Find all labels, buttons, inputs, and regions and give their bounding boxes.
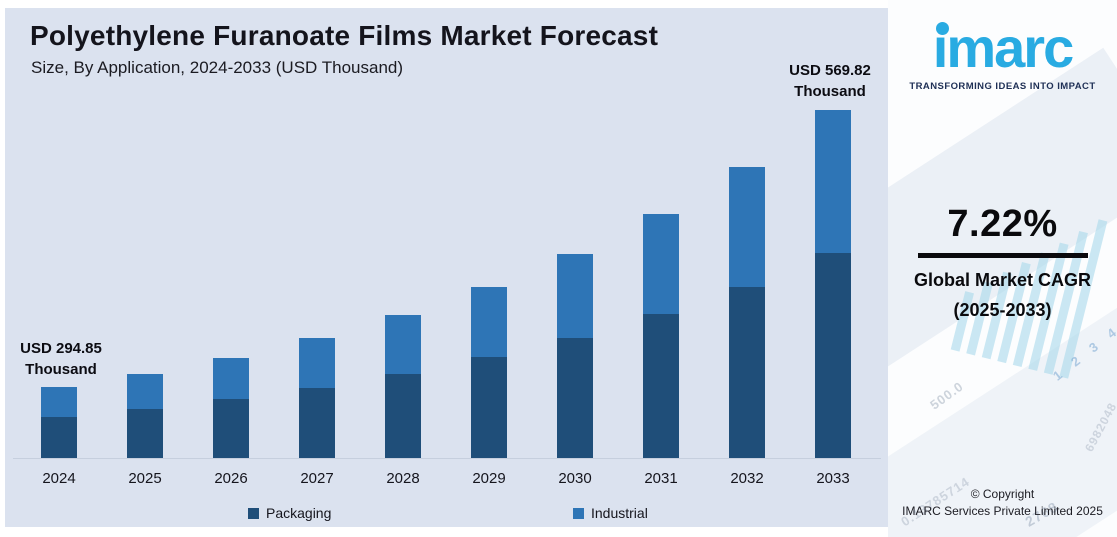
bar-2026-packaging-segment [213, 399, 249, 458]
bar-2032 [729, 167, 765, 458]
bar-2025 [127, 374, 163, 458]
bar-2032-industrial-segment [729, 167, 765, 287]
bar-2025-industrial-segment [127, 374, 163, 409]
bar-2027-industrial-segment [299, 338, 335, 388]
value-annotation-2024-line2: Thousand [25, 361, 97, 378]
cagr-label: Global Market CAGR [913, 270, 1092, 290]
x-axis-label-2027: 2027 [300, 470, 334, 487]
cagr-underline [917, 253, 1088, 258]
logo-dot-icon [935, 22, 949, 35]
chart-panel: Polyethylene Furanoate Films Market Fore… [5, 8, 888, 527]
legend-item-packaging: Packaging [248, 505, 331, 521]
logo-text: ımarc [932, 16, 1074, 79]
bar-2029-industrial-segment [471, 287, 507, 357]
bar-2025-packaging-segment [127, 409, 163, 458]
legend-swatch-packaging [248, 507, 259, 519]
watermark-text: 500.0 [927, 378, 967, 413]
x-axis-label-2026: 2026 [214, 470, 248, 487]
bar-2028-packaging-segment [385, 374, 421, 458]
value-annotation-2024: USD 294.85 Thousand [1, 338, 121, 380]
bar-2032-packaging-segment [729, 287, 765, 458]
bar-2024-industrial-segment [41, 387, 77, 417]
copyright-line2: IMARC Services Private Limited 2025 [902, 504, 1103, 518]
bar-2031 [643, 214, 679, 458]
bar-2024 [41, 387, 77, 458]
x-axis-label-2030: 2030 [558, 470, 592, 487]
bar-2028 [385, 315, 421, 458]
legend-swatch-industrial [573, 507, 584, 519]
cagr-block: 7.22% Global Market CAGR (2025-2033) [888, 203, 1117, 321]
value-annotation-2033-line1: USD 569.82 [789, 62, 871, 79]
bar-2033 [815, 110, 851, 458]
brand-sidebar: ımarc TRANSFORMING IDEAS INTO IMPACT 7.2… [888, 0, 1117, 537]
bar-2027 [299, 338, 335, 458]
x-axis-label-2025: 2025 [128, 470, 162, 487]
bar-2030-packaging-segment [557, 338, 593, 458]
bar-2031-packaging-segment [643, 314, 679, 458]
value-annotation-2033-line2: Thousand [794, 83, 866, 100]
cagr-period: (2025-2033) [953, 300, 1052, 320]
copyright-line1: © Copyright [970, 487, 1035, 501]
bar-2024-packaging-segment [41, 417, 77, 458]
imarc-logo: ımarc TRANSFORMING IDEAS INTO IMPACT [888, 20, 1117, 93]
legend-label-industrial: Industrial [591, 505, 648, 521]
chart-title: Polyethylene Furanoate Films Market Fore… [30, 20, 659, 51]
bar-2029 [471, 287, 507, 458]
bar-2026-industrial-segment [213, 358, 249, 399]
x-axis-line [13, 458, 881, 459]
bar-2027-packaging-segment [299, 388, 335, 458]
chart-subtitle: Size, By Application, 2024-2033 (USD Tho… [31, 58, 404, 77]
x-axis-label-2032: 2032 [730, 470, 764, 487]
value-annotation-2024-line1: USD 294.85 [20, 340, 102, 357]
bar-2026 [213, 358, 249, 458]
bar-2033-industrial-segment [815, 110, 851, 253]
bar-2029-packaging-segment [471, 357, 507, 458]
x-axis-label-2029: 2029 [472, 470, 506, 487]
x-axis-label-2024: 2024 [42, 470, 76, 487]
legend-item-industrial: Industrial [573, 505, 648, 521]
bar-2028-industrial-segment [385, 315, 421, 374]
x-axis-label-2028: 2028 [386, 470, 420, 487]
bar-2030 [557, 254, 593, 458]
logo-tagline: TRANSFORMING IDEAS INTO IMPACT [909, 81, 1096, 92]
cagr-value: 7.22% [947, 203, 1058, 245]
imarc-logo-wordmark: ımarc [933, 20, 1074, 76]
value-annotation-2033: USD 569.82 Thousand [770, 60, 890, 102]
x-axis-label-2031: 2031 [644, 470, 678, 487]
bar-2033-packaging-segment [815, 253, 851, 458]
bar-2031-industrial-segment [643, 214, 679, 314]
copyright: © Copyright IMARC Services Private Limit… [888, 486, 1117, 520]
bar-2030-industrial-segment [557, 254, 593, 338]
legend-label-packaging: Packaging [266, 505, 332, 521]
x-axis-label-2033: 2033 [816, 470, 850, 487]
